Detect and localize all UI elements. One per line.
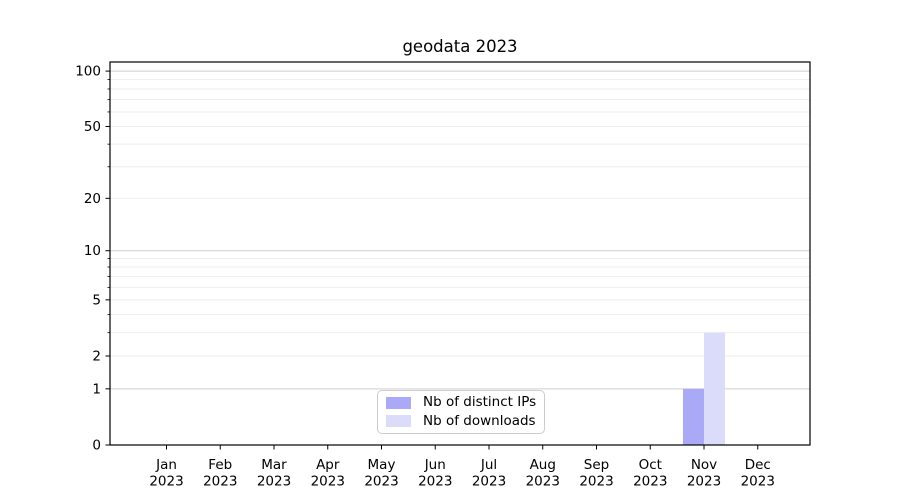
gridlines-minor: [110, 79, 810, 357]
legend: Nb of distinct IPs Nb of downloads: [377, 390, 545, 434]
x-tick-label-year: 2023: [579, 474, 613, 490]
x-tick-label-year: 2023: [633, 474, 667, 490]
y-tick-label: 100: [75, 64, 101, 80]
chart-title: geodata 2023: [402, 37, 517, 56]
y-tick-label: 20: [84, 191, 101, 207]
x-tick-label-month: Aug: [530, 457, 556, 473]
y-tick-label: 50: [84, 119, 101, 135]
x-tick-label-year: 2023: [418, 474, 452, 490]
x-tick-label-month: Jul: [480, 457, 497, 473]
legend-item-distinct-ips: Nb of distinct IPs: [386, 394, 537, 410]
legend-label-downloads: Nb of downloads: [423, 412, 536, 429]
bar-nb-of-distinct-ips-nov-2023: [683, 388, 704, 445]
axes: [105, 61, 811, 450]
legend-item-downloads: Nb of downloads: [386, 412, 536, 429]
x-tick-label-year: 2023: [311, 474, 345, 490]
y-tick-label: 2: [92, 348, 101, 364]
tick-labels: 0125102050100Jan2023Feb2023Mar2023Apr202…: [75, 64, 775, 490]
y-tick-label: 1: [92, 381, 101, 397]
x-tick-label-year: 2023: [257, 474, 291, 490]
x-tick-label-year: 2023: [687, 474, 721, 490]
x-tick-label-month: Dec: [745, 457, 771, 473]
legend-swatch-distinct-ips: [386, 396, 411, 409]
x-tick-label-month: Nov: [691, 457, 717, 473]
x-tick-label-month: Oct: [639, 457, 662, 473]
x-tick-label-month: Sep: [584, 457, 609, 473]
plot-border: [109, 61, 811, 446]
bar-series: [683, 332, 725, 445]
x-tick-label-month: Feb: [208, 457, 232, 473]
x-tick-label-year: 2023: [203, 474, 237, 490]
x-tick-label-month: Mar: [261, 457, 287, 473]
x-tick-label-year: 2023: [364, 474, 398, 490]
x-tick-label-month: Jan: [155, 457, 177, 473]
x-tick-label-month: Apr: [316, 457, 340, 473]
bar-nb-of-downloads-nov-2023: [704, 332, 725, 445]
y-tick-label: 5: [92, 292, 101, 308]
x-tick-label-year: 2023: [149, 474, 183, 490]
x-tick-label-month: May: [368, 457, 396, 473]
y-tick-label: 0: [92, 438, 101, 454]
x-tick-label-year: 2023: [472, 474, 506, 490]
x-tick-label-year: 2023: [526, 474, 560, 490]
y-tick-label: 10: [84, 243, 101, 259]
legend-swatch-downloads: [386, 415, 411, 428]
x-tick-label-year: 2023: [741, 474, 775, 490]
legend-label-distinct-ips: Nb of distinct IPs: [423, 394, 537, 410]
x-tick-label-month: Jun: [424, 457, 446, 473]
